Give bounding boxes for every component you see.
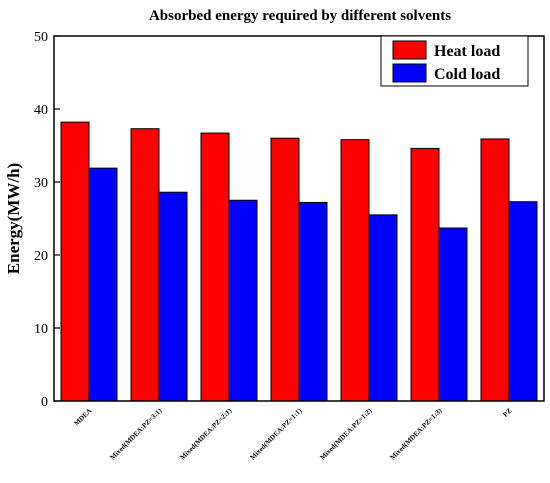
legend-swatch-0 [392, 40, 427, 60]
y-tick-label-2: 20 [34, 249, 48, 264]
bar-heat-0 [60, 121, 90, 402]
bar-heat-2 [200, 132, 230, 402]
x-tick-label-3: Mixed(MDEA:PZ=1:1) [248, 406, 303, 461]
x-tick-label-2: Mixed(MDEA:PZ=2:1) [178, 406, 233, 461]
legend-label-1: Cold load [434, 66, 500, 83]
bar-heat-3 [270, 137, 300, 402]
x-tick-label-4: Mixed(MDEA:PZ=1:2) [318, 406, 373, 461]
bar-cold-6 [508, 201, 538, 402]
bar-cold-3 [298, 201, 328, 402]
x-tick-label-0: MDEA [73, 407, 94, 428]
y-tick-label-4: 40 [34, 103, 48, 118]
legend: Heat load Cold load [380, 35, 529, 87]
bar-heat-5 [410, 147, 440, 402]
y-tick-label-0: 0 [41, 395, 48, 410]
plot-area: 0 10 20 30 40 50 MDEA Mixed(MDEA:PZ=3:1) Mixed(M… [34, 30, 545, 462]
y-tick-label-5: 50 [34, 30, 48, 45]
bar-cold-0 [88, 167, 118, 402]
bar-heat-4 [340, 139, 370, 402]
x-tick-label-6: PZ [501, 407, 513, 419]
bar-cold-2 [228, 199, 258, 402]
bar-cold-4 [368, 214, 398, 402]
legend-label-0: Heat load [434, 43, 500, 60]
y-tick-label-1: 10 [34, 322, 48, 337]
legend-swatch-1 [392, 63, 427, 83]
y-axis-label: Energy(MW/h) [4, 163, 23, 274]
y-tick-label-3: 30 [34, 176, 48, 191]
bar-heat-6 [480, 138, 510, 402]
x-tick-label-5: Mixed(MDEA:PZ=1:3) [388, 406, 443, 461]
bar-cold-1 [158, 191, 188, 402]
x-tick-label-1: Mixed(MDEA:PZ=3:1) [108, 406, 163, 461]
chart-title: Absorbed energy required by different so… [149, 8, 451, 24]
bar-cold-5 [438, 227, 468, 402]
bar-heat-1 [130, 128, 160, 402]
